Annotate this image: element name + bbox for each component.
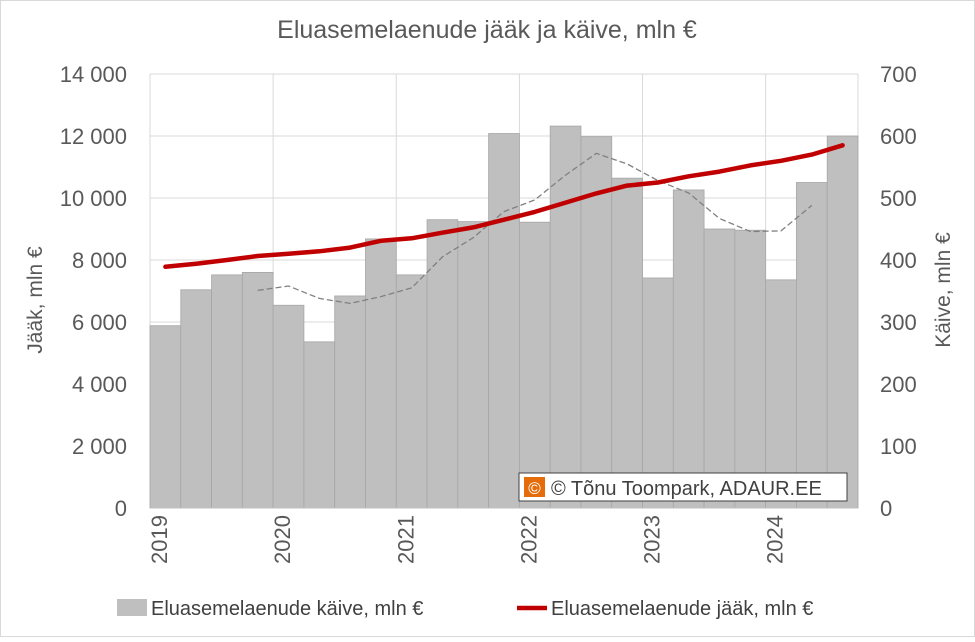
axes: 0 0 2 000 100 4 000 200 6 000 300 8 000 400 10 000… (60, 62, 917, 564)
legend-line-label: Eluasemelaenude jääk, mln € (551, 598, 813, 620)
chart-title: Eluasemelaenude jääk ja käive, mln € (277, 16, 697, 44)
legend: Eluasemelaenude käive, mln € Eluasemelae… (117, 598, 813, 620)
bar (549, 125, 582, 509)
bar (272, 304, 305, 509)
bar (395, 274, 428, 509)
line-series (163, 143, 845, 270)
bar (672, 189, 705, 509)
y-tick-left: 8 000 (72, 248, 127, 273)
bar (488, 133, 520, 509)
watermark-text: © Tõnu Toompark, ADAUR.EE (551, 478, 822, 500)
y-tick-left: 10 000 (60, 186, 127, 211)
watermark-box (518, 472, 848, 502)
bar (765, 279, 797, 509)
bar (241, 271, 274, 509)
bar (180, 289, 212, 509)
watermark: © Tõnu Toompark, ADAUR.EE © (518, 472, 848, 502)
bar (334, 295, 366, 509)
trend-series (257, 152, 813, 305)
y-tick-left: 2 000 (72, 434, 127, 459)
bar (303, 341, 336, 509)
y-tick-right: 0 (880, 496, 892, 521)
copyright-icon-bg (524, 477, 545, 497)
x-tick-label: 2022 (516, 515, 541, 564)
bar (149, 325, 182, 509)
bar-series (149, 125, 859, 509)
bar (703, 228, 736, 509)
y-tick-right: 700 (880, 62, 917, 87)
x-tick-label: 2019 (147, 515, 172, 564)
bar (211, 274, 243, 509)
copyright-icon: © (528, 479, 541, 498)
bar (611, 177, 643, 509)
y-axis-left-label: Jääk, mln € (24, 246, 47, 354)
x-tick-label: 2020 (270, 515, 295, 564)
y-tick-right: 600 (880, 124, 917, 149)
bar (796, 182, 828, 509)
legend-bar-label: Eluasemelaenude käive, mln € (151, 598, 423, 620)
x-tick-label: 2023 (640, 515, 665, 564)
trend-line (257, 152, 813, 305)
line-series-path (163, 143, 845, 270)
y-tick-right: 500 (880, 186, 917, 211)
y-tick-left: 12 000 (60, 124, 127, 149)
y-tick-right: 300 (880, 310, 917, 335)
y-tick-right: 400 (880, 248, 917, 273)
legend-bar-swatch (117, 599, 147, 616)
y-tick-left: 4 000 (72, 372, 127, 397)
bar (518, 221, 551, 509)
bar (426, 219, 459, 509)
x-tick-label: 2024 (763, 515, 788, 564)
bar (457, 221, 490, 509)
y-tick-left: 0 (115, 496, 127, 521)
x-tick-label: 2021 (393, 515, 418, 564)
y-axis-right-label: Käive, mln € (932, 232, 955, 348)
bar (365, 238, 397, 509)
y-tick-left: 14 000 (60, 62, 127, 87)
y-tick-left: 6 000 (72, 310, 127, 335)
y-tick-right: 200 (880, 372, 917, 397)
bar (734, 229, 767, 509)
y-tick-right: 100 (880, 434, 917, 459)
bar (826, 135, 859, 509)
